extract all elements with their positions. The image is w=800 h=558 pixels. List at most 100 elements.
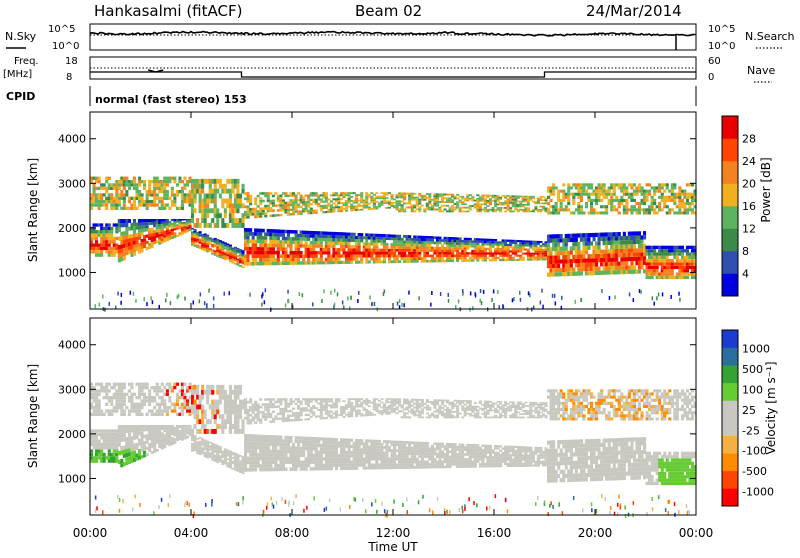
power-cell [658, 190, 661, 193]
power-cell [206, 213, 209, 218]
power-cell [292, 192, 295, 194]
power-cell [494, 205, 497, 207]
power-cell [146, 197, 149, 200]
power-cell [353, 233, 356, 236]
power-cell [186, 183, 189, 186]
power-speckle [130, 291, 132, 295]
power-cell [567, 199, 570, 202]
power-speckle [431, 291, 433, 295]
power-cell [539, 247, 542, 249]
power-cell [648, 193, 651, 196]
power-cell [413, 210, 416, 212]
power-cell [514, 207, 517, 209]
power-cell [143, 183, 146, 186]
power-cell [348, 202, 351, 204]
power-cell [451, 210, 454, 212]
noise-strip: N.Sky 10^5 10^0 10^5 10^0 N.Search [5, 24, 795, 52]
power-cell [613, 205, 616, 208]
freq-tick-bottom: 8 [66, 72, 72, 83]
power-speckle [408, 291, 410, 295]
power-cell [456, 260, 459, 263]
power-cell [484, 204, 487, 206]
velocity-cell [239, 385, 242, 390]
power-cell [388, 207, 391, 209]
velocity-cell [254, 449, 257, 453]
power-cell [595, 202, 598, 205]
power-cell [249, 200, 252, 203]
power-cell [552, 193, 555, 196]
power-cell [550, 251, 553, 255]
power-cell [557, 264, 560, 268]
power-cell [582, 186, 585, 189]
velocity-cell [229, 385, 232, 390]
power-cell [572, 202, 575, 205]
power-cell [110, 234, 113, 237]
power-cell [221, 203, 224, 208]
power-cell [138, 177, 141, 180]
power-cell [325, 201, 328, 203]
velocity-cell [259, 419, 262, 422]
velocity-cell [133, 393, 136, 396]
power-cell [656, 211, 659, 214]
power-cell [686, 249, 689, 252]
power-cell [247, 205, 250, 208]
velocity-cell [103, 460, 106, 463]
power-cell [542, 206, 545, 208]
velocity-cell [110, 413, 113, 416]
velocity-cell [93, 386, 96, 389]
power-cell [534, 245, 537, 247]
power-cell [345, 210, 348, 212]
power-cell [441, 257, 444, 260]
power-cell [317, 197, 320, 199]
power-cell [204, 218, 207, 223]
velocity-cell [153, 399, 156, 402]
power-cell [141, 249, 144, 252]
power-cell [166, 190, 169, 193]
power-cell [479, 207, 482, 209]
power-cell [194, 199, 197, 204]
power-speckle [520, 298, 522, 302]
power-cell [469, 238, 472, 240]
power-cell [469, 207, 472, 209]
power-cell [562, 183, 565, 186]
velocity-cell [100, 409, 103, 412]
power-cell [587, 237, 590, 241]
velocity-cell [148, 389, 151, 392]
power-cell [183, 187, 186, 190]
power-cell [418, 201, 421, 203]
velocity-cell [153, 445, 156, 448]
power-cell [557, 211, 560, 214]
power-cell [343, 196, 346, 198]
power-cell [618, 232, 621, 236]
power-cell [484, 207, 487, 209]
power-cell [418, 203, 421, 205]
power-cell [638, 269, 641, 273]
power-cell [332, 245, 335, 248]
power-cell [171, 187, 174, 190]
velocity-cell [130, 386, 133, 389]
velocity-cell [158, 386, 161, 389]
power-cell [360, 196, 363, 198]
power-cell [545, 199, 548, 201]
power-cell [668, 211, 671, 214]
power-cell [481, 245, 484, 247]
velocity-cell [166, 389, 169, 392]
power-cell [557, 193, 560, 196]
power-speckle [213, 304, 215, 308]
velocity-cell [267, 408, 270, 411]
power-cell [290, 248, 293, 252]
velocity-cell [209, 419, 212, 424]
power-cell [577, 202, 580, 205]
nave-tick-bottom: 0 [708, 72, 714, 83]
power-cell [471, 198, 474, 200]
power-cell [466, 247, 469, 249]
power-cell [466, 200, 469, 202]
power-cell [254, 203, 257, 206]
power-cell [613, 193, 616, 196]
power-cell [451, 201, 454, 203]
power-speckle [448, 299, 450, 303]
velocity-cell [130, 383, 133, 386]
power-cell [302, 197, 305, 199]
